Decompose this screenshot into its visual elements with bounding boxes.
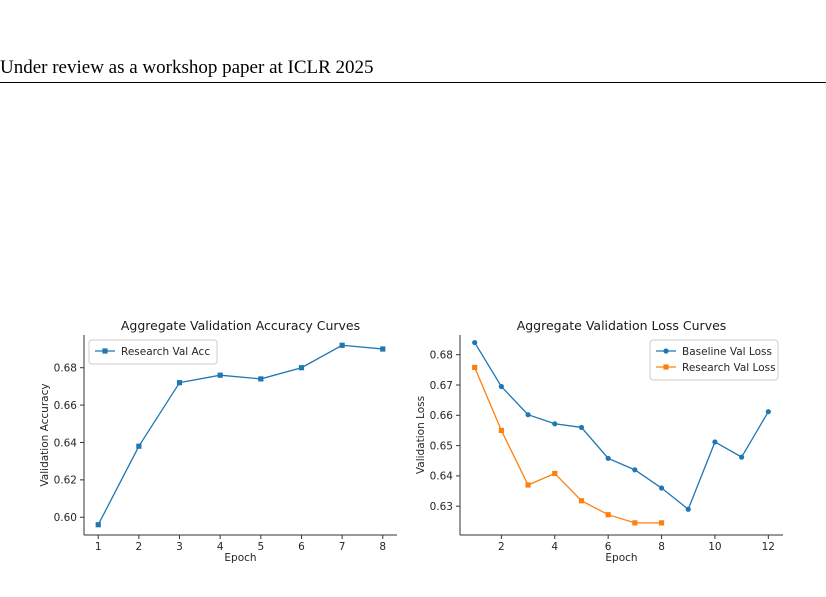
y-tick-label: 0.68	[54, 363, 77, 375]
data-point	[605, 512, 611, 518]
x-tick-label: 2	[136, 541, 143, 553]
x-tick-label: 8	[379, 541, 386, 553]
data-point	[525, 482, 531, 488]
y-tick-label: 0.66	[54, 400, 78, 412]
x-tick-label: 5	[257, 541, 264, 553]
x-tick-label: 7	[339, 541, 346, 553]
data-point	[472, 364, 478, 371]
data-point	[739, 454, 745, 460]
data-point	[552, 470, 558, 477]
legend-label: Baseline Val Loss	[682, 346, 772, 358]
y-tick-label: 0.64	[430, 471, 454, 483]
data-point	[339, 342, 345, 348]
legend: Baseline Val Loss Research Val Loss	[649, 339, 779, 381]
y-tick-label: 0.62	[54, 475, 77, 487]
x-tick-label: 4	[217, 541, 224, 553]
data-point	[658, 520, 665, 526]
data-point	[525, 412, 531, 418]
x-tick-label: 2	[498, 541, 505, 553]
data-point	[95, 522, 101, 528]
y-axis-label: Validation Loss	[415, 396, 427, 474]
data-point	[498, 427, 504, 434]
data-point	[472, 339, 478, 346]
page-header: Under review as a workshop paper at ICLR…	[0, 57, 374, 78]
series-1	[95, 342, 386, 528]
data-point	[217, 372, 223, 378]
data-point	[578, 498, 585, 504]
x-tick-label: 12	[762, 541, 775, 553]
y-tick-label: 0.65	[430, 440, 453, 452]
x-tick-label: 6	[605, 541, 612, 553]
legend: Research Val Acc	[88, 339, 218, 365]
data-point	[578, 424, 585, 431]
series-line	[474, 342, 769, 511]
data-point	[685, 506, 691, 512]
legend-marker	[663, 364, 669, 370]
data-point	[658, 485, 665, 491]
y-tick-label: 0.60	[54, 512, 77, 524]
y-tick-label: 0.64	[54, 437, 78, 449]
y-axis-label: Validation Accuracy	[39, 383, 51, 486]
data-point	[765, 409, 771, 415]
y-tick-label: 0.63	[430, 501, 453, 513]
chart-1: Aggregate Validation Accuracy Curves 1 2 3 4…	[39, 318, 397, 564]
data-point	[632, 467, 638, 473]
legend-box	[88, 339, 218, 365]
x-tick-label: 10	[708, 541, 721, 553]
chart-2: Aggregate Validation Loss Curves 2 4 6 8 10 12…	[415, 318, 783, 564]
legend-label: Research Val Loss	[682, 362, 776, 374]
data-point	[298, 365, 305, 371]
legend-box	[649, 339, 779, 381]
x-axis-label: Epoch	[605, 552, 637, 564]
data-point	[712, 439, 718, 445]
data-point	[498, 383, 504, 390]
data-point	[605, 455, 611, 461]
y-tick-label: 0.68	[430, 349, 453, 361]
data-point	[632, 520, 638, 526]
header-rule	[0, 82, 826, 83]
series-1	[472, 339, 771, 512]
series-line	[474, 367, 662, 524]
series-line	[97, 344, 383, 526]
data-point	[136, 443, 142, 449]
x-axis-label: Epoch	[224, 552, 256, 564]
x-tick-label: 1	[95, 541, 102, 553]
x-tick-label: 8	[658, 541, 665, 553]
legend-marker	[102, 348, 108, 354]
x-tick-label: 3	[176, 541, 183, 553]
data-point	[176, 380, 183, 386]
data-point	[380, 346, 386, 352]
legend-label: Research Val Acc	[121, 346, 210, 358]
data-point	[258, 376, 264, 382]
y-tick-label: 0.67	[430, 380, 453, 392]
x-tick-label: 6	[298, 541, 305, 553]
chart-title: Aggregate Validation Accuracy Curves	[121, 318, 360, 333]
legend-marker	[663, 348, 669, 354]
series-2	[472, 364, 665, 526]
x-tick-label: 4	[551, 541, 558, 553]
data-point	[552, 421, 558, 427]
chart-title: Aggregate Validation Loss Curves	[517, 318, 727, 333]
y-tick-label: 0.66	[430, 410, 454, 422]
